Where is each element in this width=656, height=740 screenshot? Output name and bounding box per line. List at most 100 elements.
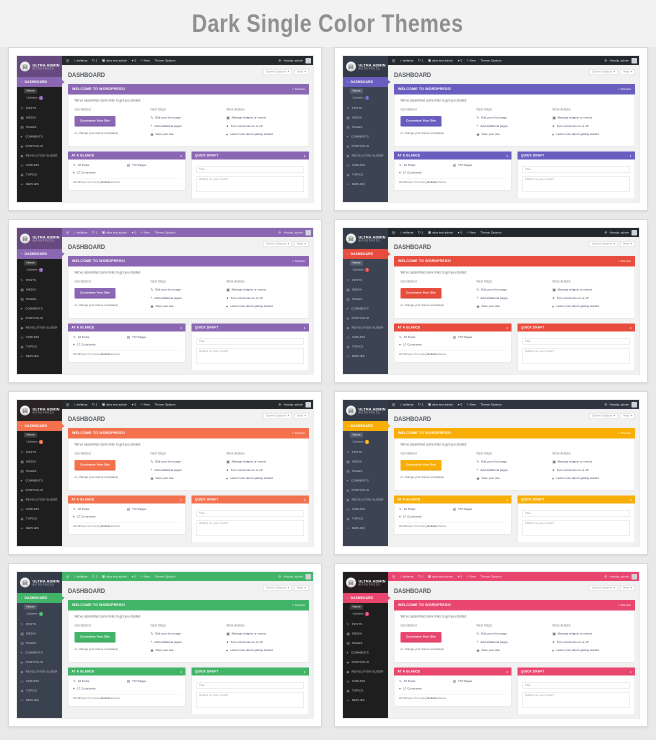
admin-bar-updates[interactable]: ↻ 1 bbox=[417, 58, 424, 63]
quick-draft-title-input[interactable] bbox=[522, 338, 630, 345]
quick-draft-header[interactable]: QUICK DRAFT ▴ bbox=[191, 151, 309, 160]
sidebar-item-dashboard[interactable]: ◔ DASHBOARD bbox=[17, 77, 65, 87]
link-manage-widgets[interactable]: ▦ Manage widgets or menus bbox=[226, 632, 267, 637]
screen-options-button[interactable]: Screen Options ▾ bbox=[263, 69, 293, 75]
admin-bar-new[interactable]: + New bbox=[466, 574, 476, 579]
admin-bar-network[interactable]: ▣ ultra test admin bbox=[427, 58, 454, 63]
sidebar-subitem-home[interactable]: Home bbox=[24, 432, 38, 438]
theme-card-indigo-slate[interactable]: Ⓦ ULTRA ADMIN WORDPRESS ◔ DASHBOARD Home… bbox=[334, 47, 648, 211]
admin-bar-theme-options[interactable]: Theme Options bbox=[480, 574, 502, 579]
help-button[interactable]: Help ▾ bbox=[294, 585, 309, 591]
admin-bar-updates[interactable]: ↻ 1 bbox=[417, 574, 424, 579]
admin-bar-new[interactable]: + New bbox=[140, 58, 150, 63]
customize-site-button[interactable]: Customize Your Site bbox=[74, 116, 116, 126]
sidebar-item-replies[interactable]: ↩ REPLIES bbox=[346, 182, 365, 187]
link-add-pages[interactable]: + Add additional pages bbox=[476, 468, 508, 473]
link-toggle-comments[interactable]: ● Turn comments on or off bbox=[226, 296, 263, 301]
admin-bar-updates[interactable]: ↻ 1 bbox=[91, 58, 98, 63]
customize-site-button[interactable]: Customize Your Site bbox=[400, 632, 442, 642]
quick-draft-content-input[interactable] bbox=[522, 176, 630, 192]
sidebar-item-comments[interactable]: ● COMMENTS bbox=[20, 135, 43, 139]
change-theme-link[interactable]: or, change your theme completely bbox=[74, 476, 119, 479]
link-edit-front-page[interactable]: ✎ Edit your front page bbox=[150, 116, 181, 121]
theme-card-purple-top[interactable]: Ⓦ ULTRA ADMIN WORDPRESS ◔ DASHBOARD Home… bbox=[8, 219, 322, 383]
link-toggle-comments[interactable]: ● Turn comments on or off bbox=[226, 124, 263, 129]
sidebar-item-pages[interactable]: ▤ PAGES bbox=[346, 469, 363, 474]
sidebar-item-dashboard[interactable]: ◔ DASHBOARD bbox=[343, 593, 391, 603]
screen-options-button[interactable]: Screen Options ▾ bbox=[263, 585, 293, 591]
sidebar-item-dashboard[interactable]: ◔ DASHBOARD bbox=[343, 421, 391, 431]
help-button[interactable]: Help ▾ bbox=[620, 413, 635, 419]
sidebar-item-media[interactable]: ▦ MEDIA bbox=[20, 460, 36, 464]
sidebar-item-forums[interactable]: ◎ FORUMS bbox=[346, 507, 366, 512]
sidebar-subitem-updates[interactable]: Updates 1 bbox=[26, 96, 44, 100]
help-button[interactable]: Help ▾ bbox=[620, 585, 635, 591]
quick-draft-content-input[interactable] bbox=[522, 692, 630, 708]
admin-bar-howdy[interactable]: Howdy, admin bbox=[609, 58, 629, 63]
link-add-pages[interactable]: + Add additional pages bbox=[150, 640, 182, 645]
sidebar-item-comments[interactable]: ● COMMENTS bbox=[346, 651, 369, 655]
change-theme-link[interactable]: or, change your theme completely bbox=[400, 304, 445, 307]
sidebar-item-comments[interactable]: ● COMMENTS bbox=[20, 651, 43, 655]
screen-options-button[interactable]: Screen Options ▾ bbox=[589, 69, 619, 75]
sidebar-subitem-updates[interactable]: Updates 1 bbox=[352, 96, 370, 100]
sidebar-item-posts[interactable]: ✎ POSTS bbox=[346, 278, 363, 283]
glance-pages[interactable]: ▤ 772 Pages bbox=[452, 336, 473, 340]
at-a-glance-header[interactable]: AT A GLANCE ▴ bbox=[394, 151, 512, 160]
at-a-glance-header[interactable]: AT A GLANCE ▴ bbox=[68, 151, 186, 160]
quick-draft-title-input[interactable] bbox=[196, 166, 304, 173]
sidebar-item-portfolio[interactable]: ◈ PORTFOLIO bbox=[20, 660, 44, 665]
customize-site-button[interactable]: Customize Your Site bbox=[400, 460, 442, 470]
gear-icon[interactable]: ⚙ bbox=[278, 230, 282, 235]
link-learn-more[interactable]: ▸ Learn more about getting started bbox=[552, 133, 599, 137]
link-view-site[interactable]: ◉ View your site bbox=[476, 133, 500, 137]
admin-bar-site-name[interactable]: ⌂ bellaina bbox=[399, 402, 414, 407]
link-add-pages[interactable]: + Add additional pages bbox=[150, 296, 182, 301]
admin-bar-theme-options[interactable]: Theme Options bbox=[154, 230, 176, 235]
admin-bar-new[interactable]: + New bbox=[466, 58, 476, 63]
link-learn-more[interactable]: ▸ Learn more about getting started bbox=[226, 133, 273, 137]
admin-bar-theme-options[interactable]: Theme Options bbox=[154, 574, 176, 579]
sidebar-item-forums[interactable]: ◎ FORUMS bbox=[346, 335, 366, 340]
link-edit-front-page[interactable]: ✎ Edit your front page bbox=[150, 632, 181, 637]
wordpress-logo-menu[interactable]: Ⓦ bbox=[66, 58, 69, 64]
sidebar-item-topics[interactable]: ◉ TOPICS bbox=[20, 517, 38, 521]
quick-draft-title-input[interactable] bbox=[196, 682, 304, 689]
gear-icon[interactable]: ⚙ bbox=[278, 402, 282, 407]
admin-bar-site-name[interactable]: ⌂ bellaina bbox=[399, 58, 414, 63]
glance-pages[interactable]: ▤ 772 Pages bbox=[126, 164, 147, 168]
sidebar-item-revolution-slider[interactable]: ◆ REVOLUTION SLIDER bbox=[20, 326, 58, 330]
sidebar-item-portfolio[interactable]: ◈ PORTFOLIO bbox=[346, 316, 370, 321]
quick-draft-header[interactable]: QUICK DRAFT ▴ bbox=[517, 495, 635, 504]
admin-bar-network[interactable]: ▣ ultra test admin bbox=[101, 58, 128, 63]
change-theme-link[interactable]: or, change your theme completely bbox=[74, 304, 119, 307]
change-theme-link[interactable]: or, change your theme completely bbox=[74, 132, 119, 135]
sidebar-item-topics[interactable]: ◉ TOPICS bbox=[20, 689, 38, 693]
sidebar-subitem-home[interactable]: Home bbox=[24, 88, 38, 94]
link-manage-widgets[interactable]: ▦ Manage widgets or menus bbox=[552, 116, 593, 121]
admin-bar-site-name[interactable]: ⌂ bellaina bbox=[73, 402, 88, 407]
sidebar-item-revolution-slider[interactable]: ◆ REVOLUTION SLIDER bbox=[20, 154, 58, 158]
sidebar-item-revolution-slider[interactable]: ◆ REVOLUTION SLIDER bbox=[346, 326, 384, 330]
glance-pages[interactable]: ▤ 772 Pages bbox=[452, 508, 473, 512]
admin-bar-network[interactable]: ▣ ultra test admin bbox=[427, 574, 454, 579]
admin-bar-howdy[interactable]: Howdy, admin bbox=[609, 402, 629, 407]
link-edit-front-page[interactable]: ✎ Edit your front page bbox=[150, 288, 181, 293]
change-theme-link[interactable]: or, change your theme completely bbox=[400, 648, 445, 651]
sidebar-item-pages[interactable]: ▤ PAGES bbox=[20, 469, 37, 474]
glance-posts[interactable]: ✎ 16 Posts bbox=[399, 164, 416, 168]
at-a-glance-header[interactable]: AT A GLANCE ▴ bbox=[68, 667, 186, 676]
sidebar-item-portfolio[interactable]: ◈ PORTFOLIO bbox=[20, 144, 44, 149]
link-manage-widgets[interactable]: ▦ Manage widgets or menus bbox=[552, 460, 593, 465]
sidebar-subitem-updates[interactable]: Updates 1 bbox=[26, 612, 44, 616]
admin-bar-comments[interactable]: ● 0 bbox=[457, 402, 463, 407]
link-toggle-comments[interactable]: ● Turn comments on or off bbox=[552, 296, 589, 301]
glance-comments[interactable]: ● 17 Comments bbox=[399, 515, 422, 519]
sidebar-item-comments[interactable]: ● COMMENTS bbox=[346, 479, 369, 483]
sidebar-item-forums[interactable]: ◎ FORUMS bbox=[20, 335, 40, 340]
link-view-site[interactable]: ◉ View your site bbox=[150, 477, 174, 481]
link-manage-widgets[interactable]: ▦ Manage widgets or menus bbox=[552, 288, 593, 293]
wordpress-logo-menu[interactable]: Ⓦ bbox=[392, 58, 395, 64]
sidebar-item-dashboard[interactable]: ◔ DASHBOARD bbox=[17, 249, 65, 259]
glance-posts[interactable]: ✎ 16 Posts bbox=[73, 336, 90, 340]
